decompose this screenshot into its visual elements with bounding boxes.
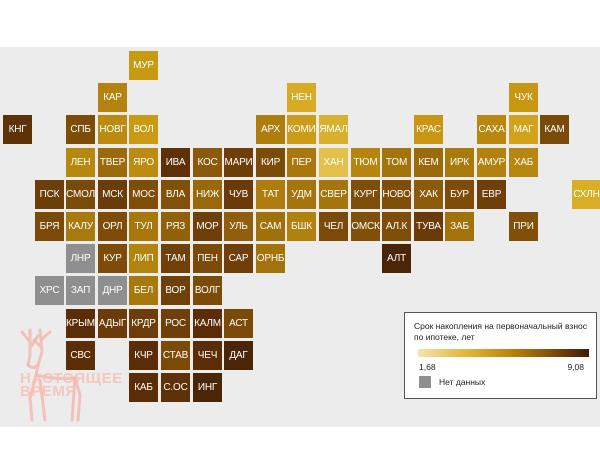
region-tile: ЛНР (66, 244, 95, 273)
region-tile: КАЛМ (193, 309, 222, 338)
region-tile: ОМСК (351, 212, 380, 241)
region-tile: ЗАБ (445, 212, 474, 241)
region-tile: ЯМАЛ (319, 115, 348, 144)
region-tile: УДМ (287, 180, 316, 209)
region-tile: С.ОС (161, 373, 190, 402)
region-tile: ДНР (98, 276, 127, 305)
region-tile: МОС (129, 180, 158, 209)
region-tile: БЕЛ (129, 276, 158, 305)
region-tile: НЕН (287, 83, 316, 112)
region-tile: ВОЛГ (193, 276, 222, 305)
region-tile: КРАС (414, 115, 443, 144)
region-tile: ОРНБ (256, 244, 285, 273)
region-tile: САХА (477, 115, 506, 144)
region-tile: КОС (193, 148, 222, 177)
region-tile: КЧР (129, 341, 158, 370)
region-tile: ХАБ (509, 148, 538, 177)
watermark-text: НАСТОЯЩЕЕ ВРЕМЯ (20, 370, 123, 400)
legend-max-label: 9,08 (567, 362, 584, 372)
region-tile: ТУЛ (129, 212, 158, 241)
legend: Срок накопления на первоначальный взнос … (404, 312, 597, 399)
region-tile: КАР (98, 83, 127, 112)
region-tile: АЛ.К (382, 212, 411, 241)
region-tile: ПЕР (287, 148, 316, 177)
region-tile: ПСК (35, 180, 64, 209)
region-tile: САМ (256, 212, 285, 241)
region-tile: МАРИ (224, 148, 253, 177)
region-tile: ЕВР (477, 180, 506, 209)
region-tile: КЕМ (414, 148, 443, 177)
region-tile: ВЛА (161, 180, 190, 209)
region-tile: АЛТ (382, 244, 411, 273)
legend-color-gradient (418, 349, 589, 357)
region-tile: СВЕР (319, 180, 348, 209)
region-tile: СПБ (66, 115, 95, 144)
region-tile: СТАВ (161, 341, 190, 370)
region-tile: ХРС (35, 276, 64, 305)
region-tile: ЧУК (509, 83, 538, 112)
region-tile: ТАМ (161, 244, 190, 273)
region-tile: ЛИП (129, 244, 158, 273)
legend-title: Срок накопления на первоначальный взнос … (414, 321, 588, 342)
region-tile: ИВА (161, 148, 190, 177)
watermark-line-1: НАСТОЯЩЕЕ (20, 370, 123, 387)
region-tile: МСК (98, 180, 127, 209)
region-tile: УЛЬ (224, 212, 253, 241)
legend-nodata-swatch (419, 376, 431, 388)
region-tile: ДАГ (224, 341, 253, 370)
region-tile: ТУВА (414, 212, 443, 241)
region-tile: ТЮМ (351, 148, 380, 177)
region-tile: НОВГ (98, 115, 127, 144)
region-tile: ЛЕН (66, 148, 95, 177)
region-tile: КИР (256, 148, 285, 177)
region-tile: НИЖ (193, 180, 222, 209)
region-tile: ЗАП (66, 276, 95, 305)
region-tile: РЯЗ (161, 212, 190, 241)
legend-nodata-label: Нет данных (439, 377, 486, 387)
region-tile: НОВО (382, 180, 411, 209)
region-tile: ХАН (319, 148, 348, 177)
region-tile: МОР (193, 212, 222, 241)
region-tile: СХЛН (572, 180, 600, 209)
region-tile: ХАК (414, 180, 443, 209)
region-tile: МАГ (509, 115, 538, 144)
region-tile: РОС (161, 309, 190, 338)
region-tile: КУР (98, 244, 127, 273)
region-tile: КНГ (3, 115, 32, 144)
region-tile: САР (224, 244, 253, 273)
region-tile: АМУР (477, 148, 506, 177)
region-tile: ОРЛ (98, 212, 127, 241)
region-tile: АРХ (256, 115, 285, 144)
region-tile: КРЫМ (66, 309, 95, 338)
region-tile: ЧЕЧ (193, 341, 222, 370)
region-tile: БРЯ (35, 212, 64, 241)
region-tile: ТОМ (382, 148, 411, 177)
region-tile: КАБ (129, 373, 158, 402)
region-tile: ТВЕР (98, 148, 127, 177)
region-tile: ЧУВ (224, 180, 253, 209)
region-tile: СВС (66, 341, 95, 370)
region-tile: КАЛУ (66, 212, 95, 241)
region-tile: АСТ (224, 309, 253, 338)
region-tile: ИНГ (193, 373, 222, 402)
region-tile: БУР (445, 180, 474, 209)
region-tile: СМОЛ (66, 180, 95, 209)
region-tile: ПЕН (193, 244, 222, 273)
region-tile: АДЫГ (98, 309, 127, 338)
region-tile: ВОР (161, 276, 190, 305)
region-tile: КУРГ (351, 180, 380, 209)
region-tile: КРДР (129, 309, 158, 338)
region-tile: ЯРО (129, 148, 158, 177)
region-tile: ТАТ (256, 180, 285, 209)
region-tile: БШК (287, 212, 316, 241)
region-tile: ЧЕЛ (319, 212, 348, 241)
region-tile: ВОЛ (129, 115, 158, 144)
region-tile: КОМИ (287, 115, 316, 144)
region-tile: МУР (129, 51, 158, 80)
region-tile: ИРК (445, 148, 474, 177)
watermark-line-2: ВРЕМЯ (20, 383, 77, 400)
legend-min-label: 1,68 (419, 362, 436, 372)
region-tile: КАМ (540, 115, 569, 144)
region-tile: ПРИ (509, 212, 538, 241)
